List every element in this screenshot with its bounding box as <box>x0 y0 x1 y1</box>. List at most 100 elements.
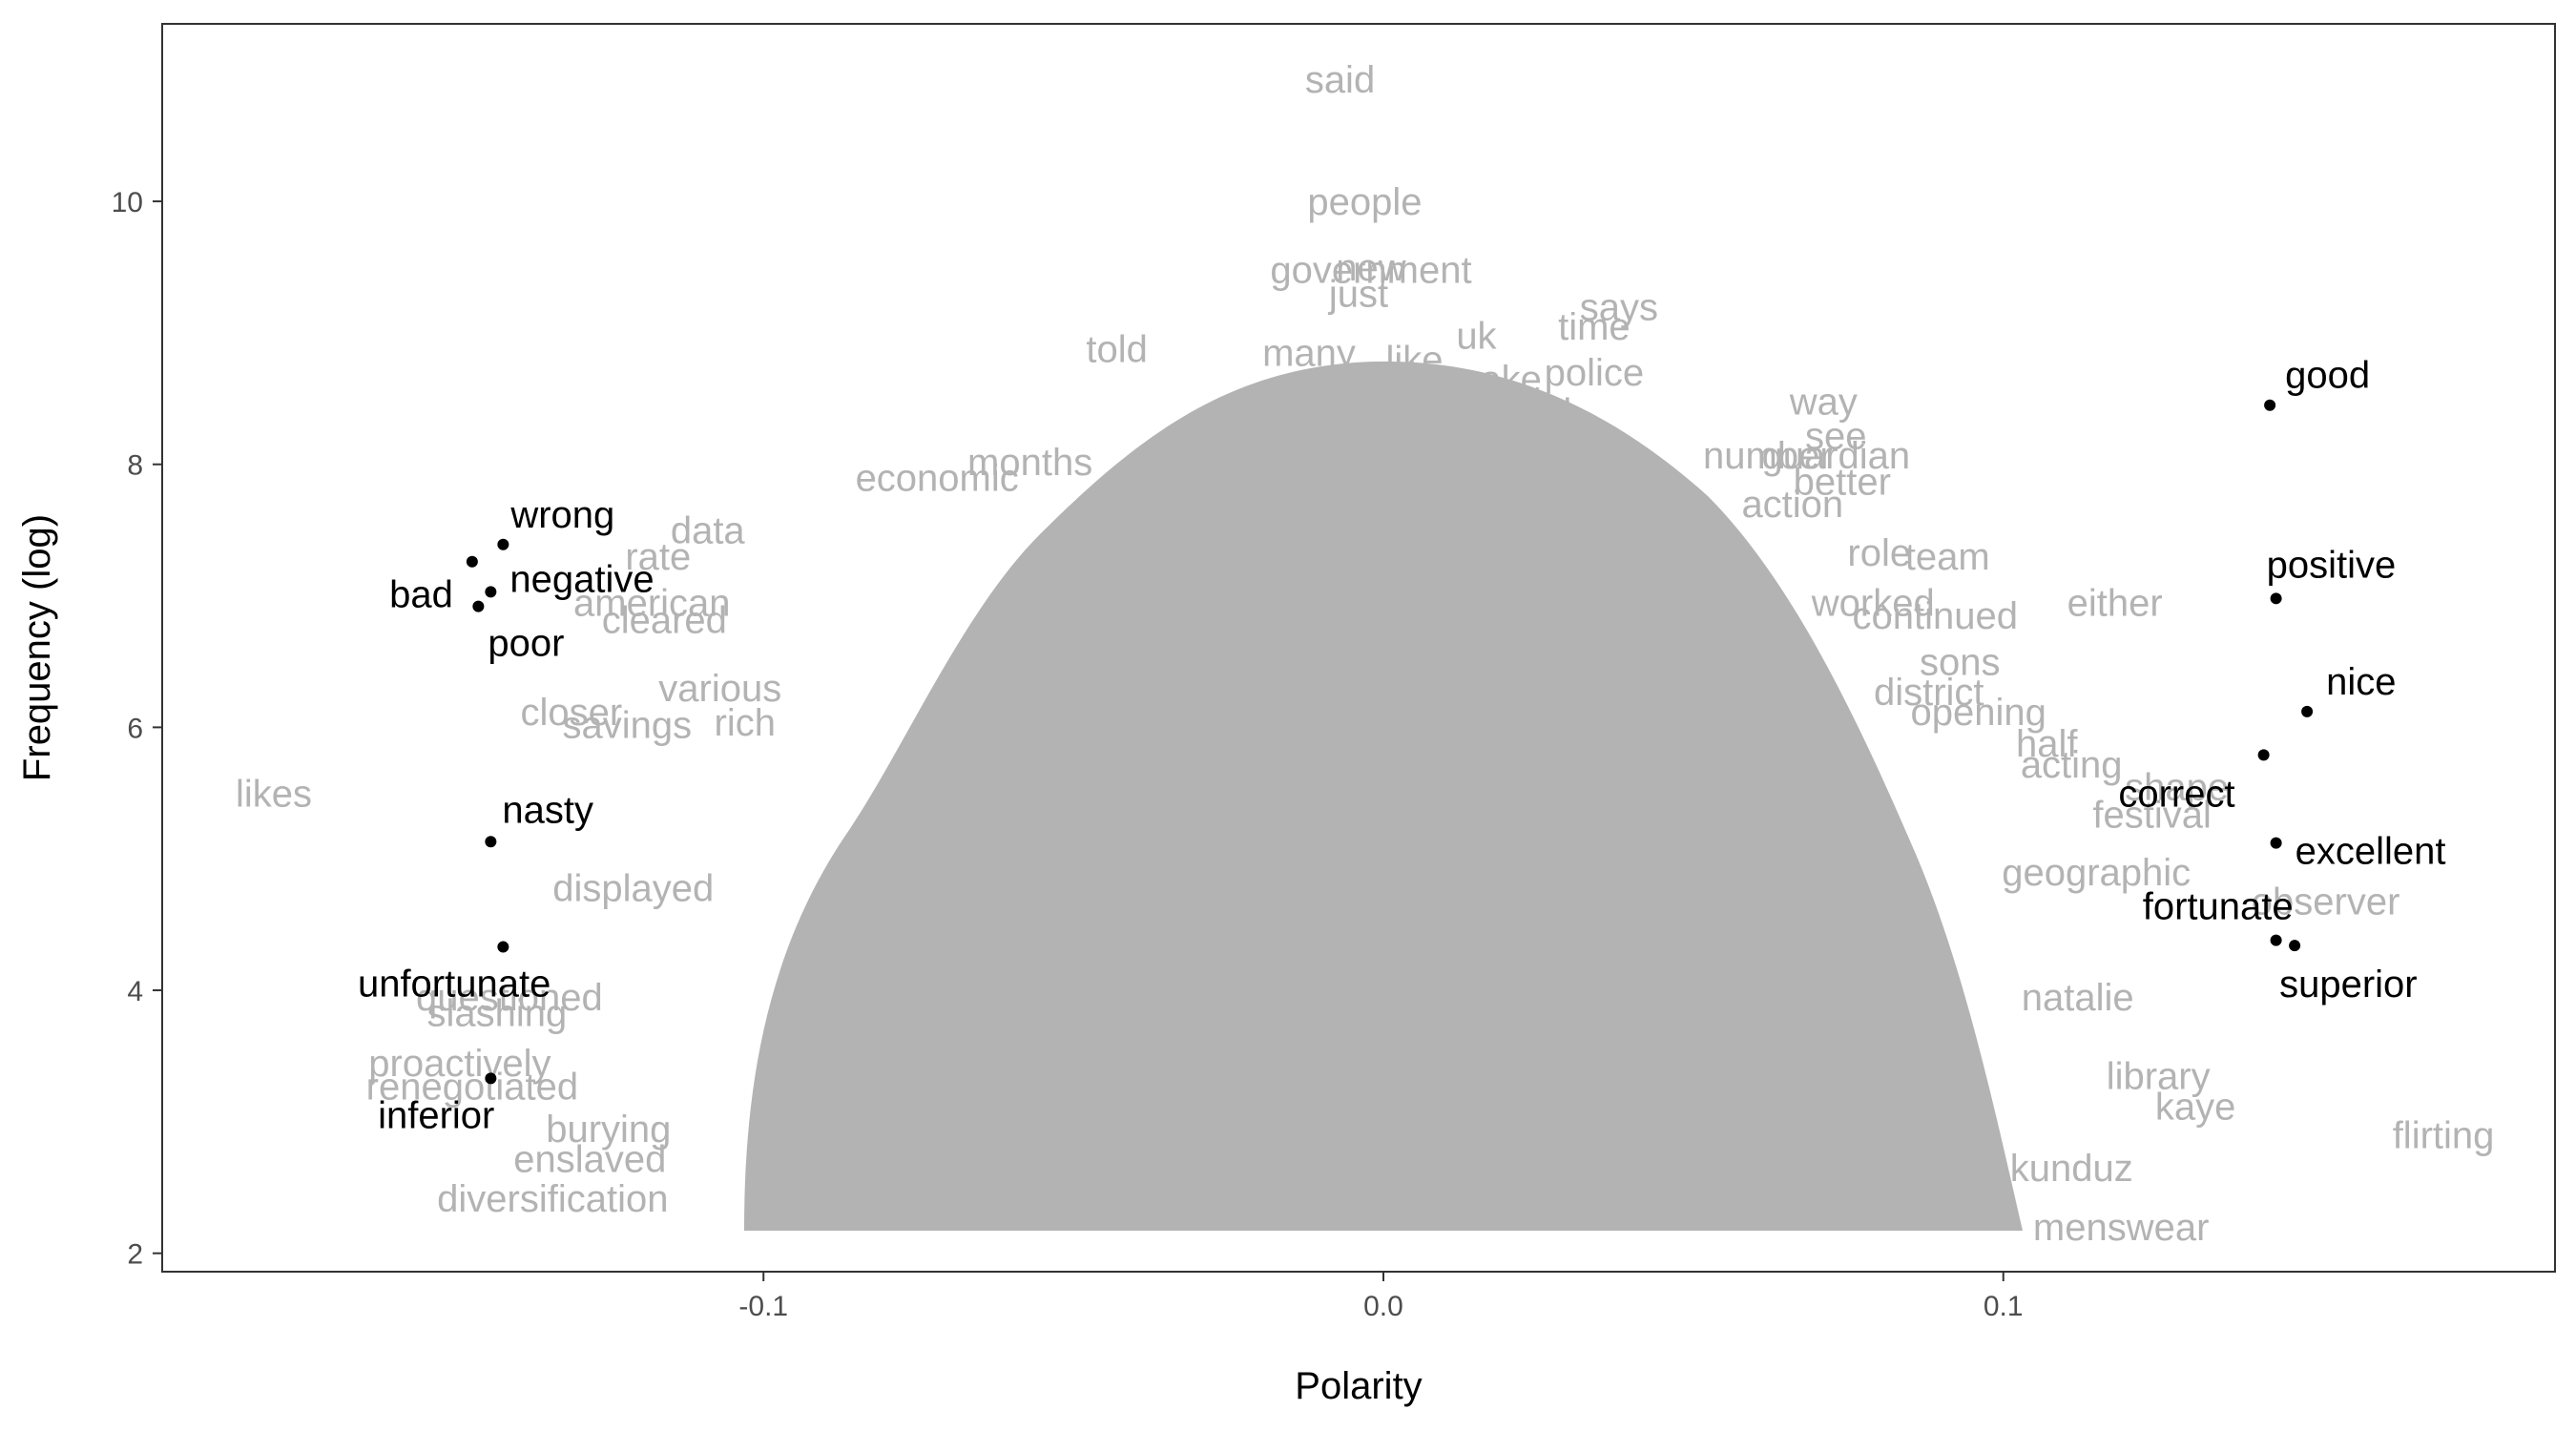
key-word-point <box>485 836 497 848</box>
background-word: world <box>1480 392 1572 434</box>
background-word: various <box>658 668 781 710</box>
x-tick-label: -0.1 <box>738 1291 788 1322</box>
background-word: better <box>1794 462 1891 504</box>
background-word: said <box>1305 59 1375 101</box>
background-word: sons <box>1920 641 2001 683</box>
background-word: displayed <box>552 868 714 910</box>
background-word: continued <box>1853 595 2018 637</box>
key-word-label: nasty <box>502 789 593 831</box>
y-axis: 2 4 6 8 10 <box>112 187 162 1271</box>
key-word-point <box>2270 934 2282 946</box>
background-word: library <box>2107 1056 2211 1098</box>
y-tick-label: 8 <box>127 450 143 482</box>
key-word-label: nice <box>2326 661 2396 703</box>
background-word: number <box>1703 435 1833 477</box>
background-word: burying <box>546 1109 671 1151</box>
y-tick-label: 2 <box>127 1239 143 1271</box>
background-word: rate <box>625 536 691 578</box>
background-word: cleared <box>602 599 727 641</box>
background-word: renegotiated <box>366 1067 578 1109</box>
background-word: like <box>1385 339 1443 381</box>
y-tick-label: 6 <box>127 713 143 744</box>
key-word-label: bad <box>389 574 453 616</box>
key-word-label: negative <box>509 558 654 600</box>
key-word-point <box>2301 705 2314 717</box>
key-word-label: positive <box>2267 544 2397 586</box>
key-word-label: correct <box>2118 773 2234 815</box>
word-cloud-mass <box>744 361 2023 1231</box>
background-word: make <box>1448 359 1542 401</box>
key-word-label: poor <box>488 623 564 665</box>
background-word: questioned <box>416 977 603 1019</box>
key-word-point <box>2289 940 2301 952</box>
background-word: observer <box>2252 881 2400 923</box>
background-word: kaye <box>2155 1086 2236 1128</box>
key-word-point <box>485 586 497 598</box>
background-word: slashing <box>426 992 567 1034</box>
background-word: diversification <box>437 1178 668 1220</box>
key-word-point <box>485 1072 497 1085</box>
key-word-label: superior <box>2279 964 2418 1006</box>
key-word-label: wrong <box>509 494 614 536</box>
x-axis-title: Polarity <box>1295 1365 1422 1407</box>
key-word-label: good <box>2285 355 2370 397</box>
background-word: shape <box>2125 766 2229 808</box>
background-word: district <box>1874 672 1984 714</box>
background-word: guardian <box>1761 435 1910 477</box>
background-word: new <box>1336 247 1405 289</box>
background-word: uk <box>1456 316 1497 358</box>
background-word: festival <box>2092 794 2212 836</box>
y-axis-title: Frequency (log) <box>16 514 58 781</box>
background-word: either <box>2067 582 2163 624</box>
key-word-point <box>497 941 509 953</box>
background-word: asked <box>1506 445 1609 487</box>
background-word: way <box>1789 382 1858 424</box>
y-tick-label: 10 <box>112 187 143 218</box>
background-word: months <box>967 442 1092 484</box>
background-word: team <box>1905 536 1990 578</box>
background-word: enslaved <box>513 1138 666 1180</box>
key-word-point <box>472 600 485 612</box>
key-word-point <box>466 555 478 568</box>
key-word-point <box>2270 837 2282 849</box>
background-word: says <box>1580 286 1658 328</box>
background-word: data <box>671 510 746 552</box>
background-word: likes <box>236 773 312 815</box>
background-word: people <box>1307 181 1422 223</box>
background-word: many <box>1262 333 1356 375</box>
key-word-label: inferior <box>378 1094 494 1136</box>
background-density-cloud <box>744 361 2023 1231</box>
key-word-points <box>466 399 2314 1085</box>
background-word: just <box>1328 274 1388 316</box>
x-axis: -0.1 0.0 0.1 <box>738 1272 2024 1322</box>
background-word: worked <box>1811 582 1935 624</box>
background-word: opening <box>1911 692 2046 734</box>
background-word: told <box>1086 328 1148 370</box>
key-word-point <box>2257 749 2270 761</box>
background-word: half <box>2016 723 2078 765</box>
background-word: kunduz <box>2010 1148 2133 1190</box>
background-word: role <box>1847 532 1911 574</box>
background-word: geographic <box>2002 852 2191 894</box>
y-tick-label: 4 <box>127 976 143 1007</box>
key-word-point <box>497 538 509 550</box>
background-word: american <box>573 582 731 624</box>
background-word: closer <box>520 692 622 734</box>
background-word: rich <box>715 702 776 744</box>
key-word-point <box>2270 592 2282 605</box>
x-tick-label: 0.1 <box>1984 1291 2024 1322</box>
background-word: see <box>1805 415 1867 457</box>
background-word: government <box>1270 250 1471 292</box>
key-word-label: unfortunate <box>358 964 551 1006</box>
background-word: time <box>1558 306 1631 348</box>
background-word: savings <box>562 705 692 747</box>
key-word-label: fortunate <box>2143 886 2294 928</box>
key-word-point <box>2264 399 2276 411</box>
background-word: police <box>1545 352 1645 394</box>
background-word: natalie <box>2022 977 2134 1019</box>
background-word: menswear <box>2033 1207 2210 1249</box>
background-word: flirting <box>2393 1115 2495 1157</box>
x-tick-label: 0.0 <box>1363 1291 1403 1322</box>
key-word-labels: good positive nice correct excellentfortunat… <box>358 355 2446 1137</box>
